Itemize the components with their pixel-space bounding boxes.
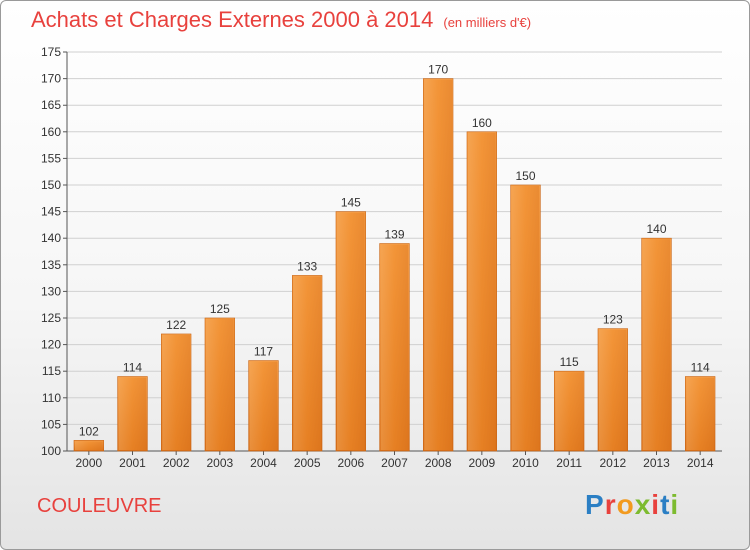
value-label-2003: 125 <box>210 302 230 316</box>
proxiti-logo: Proxiti <box>585 489 679 521</box>
logo-letter: x <box>634 489 652 520</box>
y-tick-label: 165 <box>41 98 61 112</box>
value-label-2009: 160 <box>472 116 492 130</box>
x-tick-label-2007: 2007 <box>381 456 408 470</box>
x-tick-label-2005: 2005 <box>294 456 321 470</box>
bar-shade-2014 <box>686 377 715 450</box>
bar-shade-2002 <box>162 334 191 450</box>
axis-layer: 1001051101151201251301351401451501551601… <box>41 45 722 470</box>
x-tick-label-2008: 2008 <box>425 456 452 470</box>
value-label-2014: 114 <box>691 361 710 375</box>
y-tick-label: 160 <box>41 125 61 139</box>
logo-letter: i <box>651 489 661 520</box>
city-name: COULEUVRE <box>37 495 162 517</box>
bar-shade-2006 <box>336 212 365 450</box>
value-label-2007: 139 <box>384 228 404 242</box>
chart-unit: (en milliers d'€) <box>443 15 532 30</box>
bar-shade-2007 <box>380 244 409 450</box>
x-tick-label-2006: 2006 <box>337 456 364 470</box>
x-tick-label-2010: 2010 <box>512 456 539 470</box>
bar-shade-2003 <box>205 319 234 450</box>
y-tick-label: 110 <box>42 391 61 405</box>
y-tick-label: 100 <box>41 444 61 458</box>
value-label-2002: 122 <box>166 318 186 332</box>
value-label-2000: 102 <box>79 424 99 438</box>
y-tick-label: 170 <box>41 72 61 86</box>
x-tick-label-2012: 2012 <box>599 456 626 470</box>
x-tick-label-2011: 2011 <box>556 456 582 470</box>
value-label-2006: 145 <box>341 196 361 210</box>
x-tick-label-2003: 2003 <box>206 456 233 470</box>
y-tick-label: 145 <box>41 205 61 219</box>
y-tick-label: 150 <box>41 178 61 192</box>
y-tick-label: 140 <box>41 231 61 245</box>
bar-shade-2009 <box>467 132 496 451</box>
value-label-2004: 117 <box>254 345 273 359</box>
bar-shade-2004 <box>249 361 278 450</box>
bar-shade-2010 <box>511 186 540 450</box>
y-tick-label: 125 <box>41 311 61 325</box>
x-tick-label-2002: 2002 <box>163 456 190 470</box>
value-label-2010: 150 <box>515 169 535 183</box>
y-tick-label: 155 <box>41 151 61 165</box>
bar-shade-2005 <box>293 276 322 450</box>
bar-shade-2012 <box>598 329 627 450</box>
logo-letter: r <box>604 489 617 520</box>
x-tick-label-2000: 2000 <box>75 456 102 470</box>
value-label-2011: 115 <box>560 355 579 369</box>
value-label-2005: 133 <box>297 259 317 273</box>
y-tick-label: 135 <box>41 258 61 272</box>
x-tick-label-2014: 2014 <box>687 456 714 470</box>
bar-layer <box>73 78 716 452</box>
value-label-2008: 170 <box>428 63 448 77</box>
x-tick-label-2001: 2001 <box>119 456 146 470</box>
y-tick-label: 105 <box>41 417 61 431</box>
chart-title-text: Achats et Charges Externes 2000 à 2014 <box>31 7 434 32</box>
bar-shade-2001 <box>118 377 147 450</box>
x-tick-label-2004: 2004 <box>250 456 277 470</box>
value-label-2013: 140 <box>646 222 666 236</box>
value-label-2001: 114 <box>123 361 142 375</box>
x-tick-label-2013: 2013 <box>643 456 670 470</box>
bar-shade-2013 <box>642 239 671 450</box>
value-label-2012: 123 <box>603 313 623 327</box>
logo-letter: o <box>616 489 635 520</box>
bar-shade-2000 <box>74 441 103 450</box>
y-tick-label: 115 <box>42 364 61 378</box>
y-tick-label: 130 <box>41 284 61 298</box>
label-layer: 102 114 122 125 117 133 145 139 170 160 150 115 123 1… <box>79 63 710 439</box>
bar-shade-2011 <box>555 372 584 450</box>
bar-shade-2008 <box>424 79 453 450</box>
logo-letter: P <box>585 489 605 520</box>
logo-letter: t <box>660 489 671 520</box>
chart-title: Achats et Charges Externes 2000 à 2014 (e… <box>31 7 531 33</box>
logo-letter: i <box>670 489 680 520</box>
x-tick-label-2009: 2009 <box>468 456 495 470</box>
y-tick-label: 120 <box>41 338 61 352</box>
y-tick-label: 175 <box>41 45 61 59</box>
